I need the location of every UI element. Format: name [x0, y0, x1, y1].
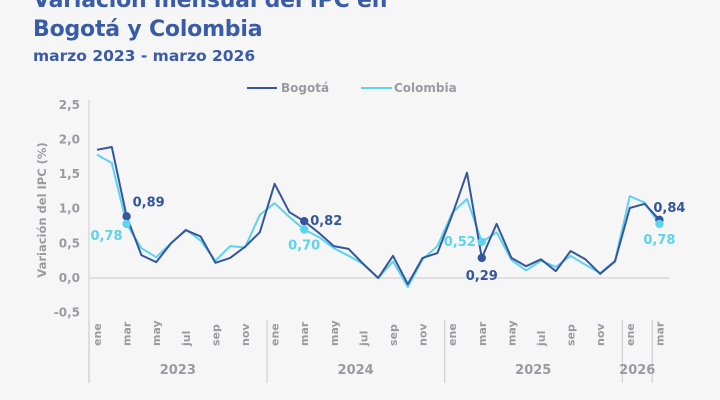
- x-tick-label: ene: [446, 323, 459, 346]
- y-axis-title: Variación del IPC (%): [35, 142, 49, 277]
- x-tick-label: may: [150, 320, 163, 346]
- y-tick-label: 0,0: [59, 271, 80, 285]
- x-tick-label: mar: [121, 321, 134, 346]
- data-point-marker-colombia: [122, 219, 131, 229]
- x-tick-label: jul: [180, 331, 193, 347]
- year-label: 2025: [515, 363, 551, 378]
- y-tick-label: 1,0: [59, 202, 80, 216]
- data-label: 0,89: [133, 195, 165, 210]
- y-tick-label: 1,5: [59, 167, 80, 181]
- data-label: 0,29: [466, 269, 498, 284]
- data-label: 0,78: [91, 229, 123, 244]
- data-point-marker-colombia: [655, 219, 664, 229]
- data-label: 0,78: [643, 233, 675, 248]
- x-axis-month-labels: ene mar may jul sep nov ene mar may jul sep nov ene m…: [91, 320, 666, 347]
- legend: Bogotá Colombia: [247, 81, 457, 95]
- x-tick-label: mar: [298, 321, 311, 346]
- year-label: 2024: [338, 363, 374, 378]
- series-line-colombia: [96, 153, 661, 288]
- x-axis-year-groups: 2023 2024 2025 2026: [88, 320, 655, 383]
- chart-title: Variación mensual del IPC en Bogotá y Col…: [33, 0, 387, 44]
- data-point-marker-colombia: [300, 225, 309, 234]
- y-tick-label: 2,0: [59, 132, 80, 146]
- x-tick-label: nov: [239, 323, 252, 346]
- year-label: 2026: [619, 363, 655, 378]
- x-tick-label: jul: [535, 331, 548, 347]
- x-tick-label: ene: [91, 323, 104, 346]
- chart-subtitle: marzo 2023 - marzo 2026: [33, 47, 256, 65]
- series-lines: [96, 146, 661, 288]
- x-tick-label: ene: [624, 323, 637, 346]
- x-tick-label: may: [505, 320, 518, 346]
- data-point-marker-bogota: [122, 212, 131, 221]
- x-tick-label: mar: [476, 321, 489, 346]
- annotations: 0,89 0,78 0,82 0,70 0,29 0,52 0,84 0,78: [91, 195, 686, 284]
- data-label: 0,70: [288, 238, 320, 253]
- y-tick-label: 2,5: [59, 98, 80, 112]
- title-line-2: Bogotá y Colombia: [33, 17, 263, 42]
- x-tick-label: sep: [565, 324, 578, 346]
- data-label: 0,82: [310, 214, 342, 229]
- x-tick-label: sep: [387, 324, 400, 346]
- legend-label-colombia: Colombia: [394, 81, 457, 95]
- y-tick-label: -0,5: [54, 306, 80, 320]
- x-tick-label: mar: [653, 321, 666, 346]
- year-label: 2023: [160, 363, 196, 378]
- series-line-bogota: [96, 146, 661, 286]
- title-line-1: Variación mensual del IPC en: [33, 0, 388, 13]
- data-label: 0,84: [653, 201, 685, 216]
- x-tick-label: jul: [357, 331, 370, 347]
- x-tick-label: ene: [269, 323, 282, 346]
- y-axis-ticks: 2,5 2,0 1,5 1,0 0,5 0,0 -0,5: [54, 98, 80, 320]
- legend-label-bogota: Bogotá: [281, 81, 329, 95]
- x-tick-label: nov: [594, 323, 607, 346]
- x-tick-label: nov: [417, 323, 430, 346]
- data-point-marker-bogota: [477, 253, 486, 263]
- y-tick-label: 0,5: [59, 236, 80, 250]
- x-tick-label: may: [328, 320, 341, 346]
- data-point-marker-colombia: [477, 237, 486, 247]
- data-label: 0,52: [444, 235, 476, 250]
- x-tick-label: sep: [209, 324, 222, 346]
- axes: [88, 100, 669, 383]
- data-point-marker-bogota: [300, 216, 309, 226]
